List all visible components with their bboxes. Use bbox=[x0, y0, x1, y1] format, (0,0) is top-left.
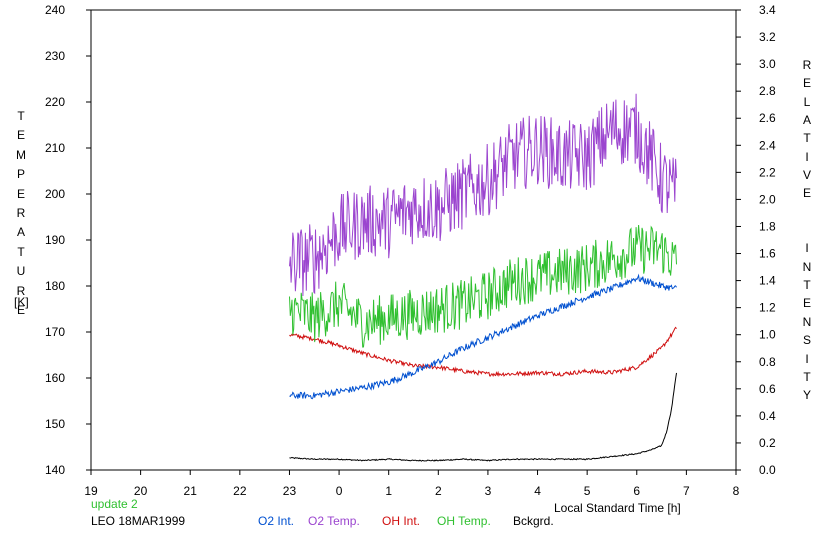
x-tick-label: 19 bbox=[84, 484, 98, 498]
y-axis-right-label: R E L A T I V E I N T E N S I T Y bbox=[802, 58, 812, 403]
legend-item-bckgrd: Bckgrd. bbox=[513, 514, 554, 528]
y-right-tick-label: 2.0 bbox=[759, 192, 776, 206]
x-tick-label: 22 bbox=[233, 484, 247, 498]
x-tick-label: 23 bbox=[283, 484, 297, 498]
legend-item-o2-temp: O2 Temp. bbox=[308, 514, 360, 528]
y-left-tick-label: 230 bbox=[45, 49, 65, 63]
legend-item-oh-temp: OH Temp. bbox=[437, 514, 491, 528]
x-tick-label: 1 bbox=[385, 484, 392, 498]
y-right-tick-label: 0.2 bbox=[759, 436, 776, 450]
y-left-tick-label: 140 bbox=[45, 463, 65, 477]
y-left-tick-label: 180 bbox=[45, 279, 65, 293]
x-tick-label: 4 bbox=[534, 484, 541, 498]
y-right-tick-label: 0.0 bbox=[759, 463, 776, 477]
y-left-tick-label: 150 bbox=[45, 417, 65, 431]
y-right-tick-label: 2.2 bbox=[759, 165, 776, 179]
y-left-tick-label: 220 bbox=[45, 95, 65, 109]
y-left-tick-label: 200 bbox=[45, 187, 65, 201]
y-right-tick-label: 1.4 bbox=[759, 274, 776, 288]
right-axis: 0.0 0.2 0.4 0.6 0.8 1.0 1.2 1.4 1.6 1.8 2.0 2.2 2.4 2… bbox=[736, 3, 776, 477]
y-axis-left-unit: [K] bbox=[14, 295, 29, 309]
x-tick-label: 20 bbox=[134, 484, 148, 498]
y-left-tick-label: 170 bbox=[45, 325, 65, 339]
y-right-tick-label: 2.4 bbox=[759, 138, 776, 152]
station-date-label: LEO 18MAR1999 bbox=[91, 514, 186, 528]
y-right-tick-label: 0.4 bbox=[759, 409, 776, 423]
y-right-tick-label: 2.6 bbox=[759, 111, 776, 125]
plot-frame bbox=[90, 9, 737, 471]
x-tick-label: 7 bbox=[683, 484, 690, 498]
y-left-tick-label: 240 bbox=[45, 3, 65, 17]
y-right-tick-label: 1.8 bbox=[759, 219, 776, 233]
y-right-tick-label: 0.8 bbox=[759, 355, 776, 369]
x-tick-label: 0 bbox=[336, 484, 343, 498]
left-axis: 140 150 160 170 180 190 200 210 220 230 240 bbox=[45, 3, 91, 477]
x-tick-label: 2 bbox=[435, 484, 442, 498]
y-right-tick-label: 1.2 bbox=[759, 301, 776, 315]
x-tick-label: 8 bbox=[733, 484, 740, 498]
x-tick-label: 5 bbox=[584, 484, 591, 498]
legend-item-o2-int: O2 Int. bbox=[258, 514, 295, 528]
y-left-tick-label: 210 bbox=[45, 141, 65, 155]
y-right-tick-label: 1.0 bbox=[759, 328, 776, 342]
legend-item-oh-int: OH Int. bbox=[382, 514, 421, 528]
y-left-tick-label: 190 bbox=[45, 233, 65, 247]
x-axis-label: Local Standard Time [h] bbox=[554, 501, 681, 515]
series-line-oh-temp bbox=[289, 224, 677, 348]
y-axis-left-label: T E M P E R A T U R E bbox=[16, 109, 26, 318]
series-line-bckgrd bbox=[289, 372, 677, 462]
y-right-tick-label: 2.8 bbox=[759, 84, 776, 98]
y-right-tick-label: 3.0 bbox=[759, 57, 776, 71]
update-label: update 2 bbox=[91, 497, 138, 511]
y-right-tick-label: 3.2 bbox=[759, 30, 776, 44]
series-line-oh-int bbox=[289, 326, 677, 378]
y-right-tick-label: 1.6 bbox=[759, 247, 776, 261]
x-tick-label: 3 bbox=[485, 484, 492, 498]
x-tick-label: 6 bbox=[633, 484, 640, 498]
series-line-o2-int bbox=[289, 273, 677, 400]
y-right-tick-label: 0.6 bbox=[759, 382, 776, 396]
x-tick-label: 21 bbox=[184, 484, 198, 498]
x-axis: 19 20 21 22 23 0 1 2 3 4 5 6 7 8 bbox=[84, 470, 740, 498]
series-layer bbox=[289, 93, 677, 462]
y-right-tick-label: 3.4 bbox=[759, 3, 776, 17]
y-left-tick-label: 160 bbox=[45, 371, 65, 385]
series-line-o2-temp bbox=[289, 93, 677, 297]
